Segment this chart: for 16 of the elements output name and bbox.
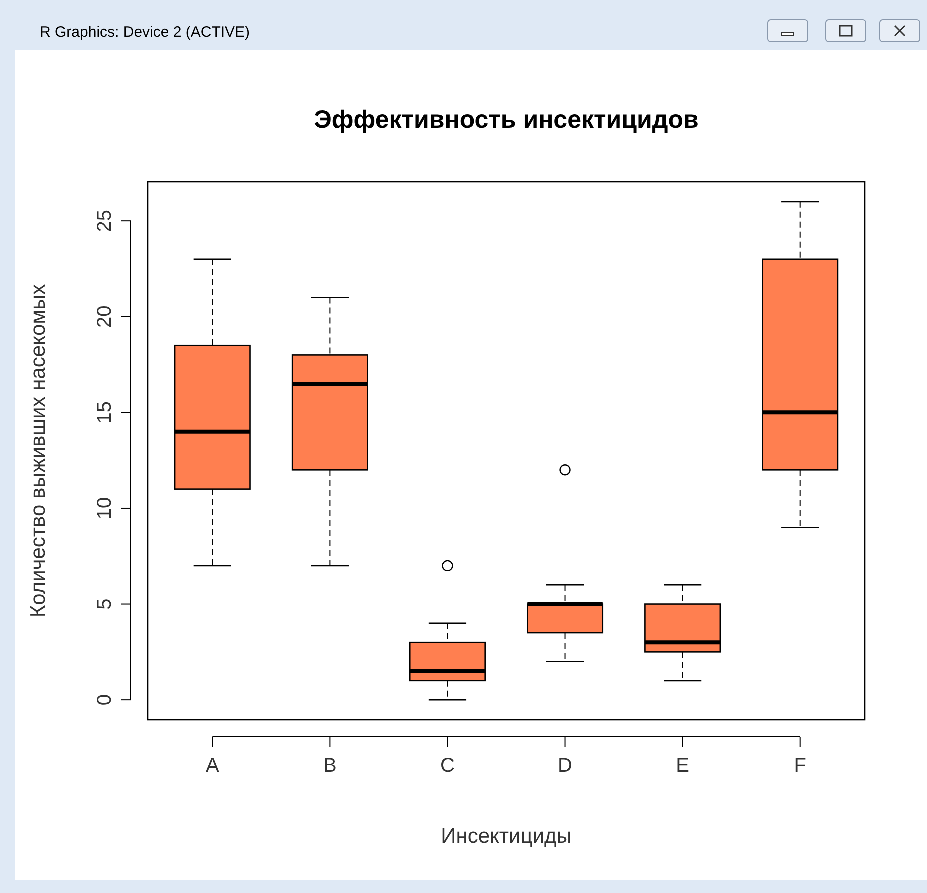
x-tick-label: F [794,755,806,777]
y-tick-label: 5 [94,598,116,610]
x-tick-label: E [676,755,690,777]
y-tick-label: 10 [94,497,116,520]
x-tick-label: A [206,755,220,777]
y-tick-label: 15 [94,402,116,424]
x-tick-label: B [324,755,337,777]
text: R Graphics: Device 2 (ACTIVE) [40,24,250,41]
x-tick-label: C [440,755,455,777]
x-tick-label: D [558,755,572,777]
chart-title: Эффективность инсектицидов [314,106,699,134]
y-tick-label: 20 [94,306,116,328]
y-axis-title: Количество выживших насекомых [27,284,50,618]
x-axis-title: Инсектициды [441,825,572,848]
y-tick-label: 25 [94,210,116,232]
y-tick-label: 0 [94,694,116,706]
